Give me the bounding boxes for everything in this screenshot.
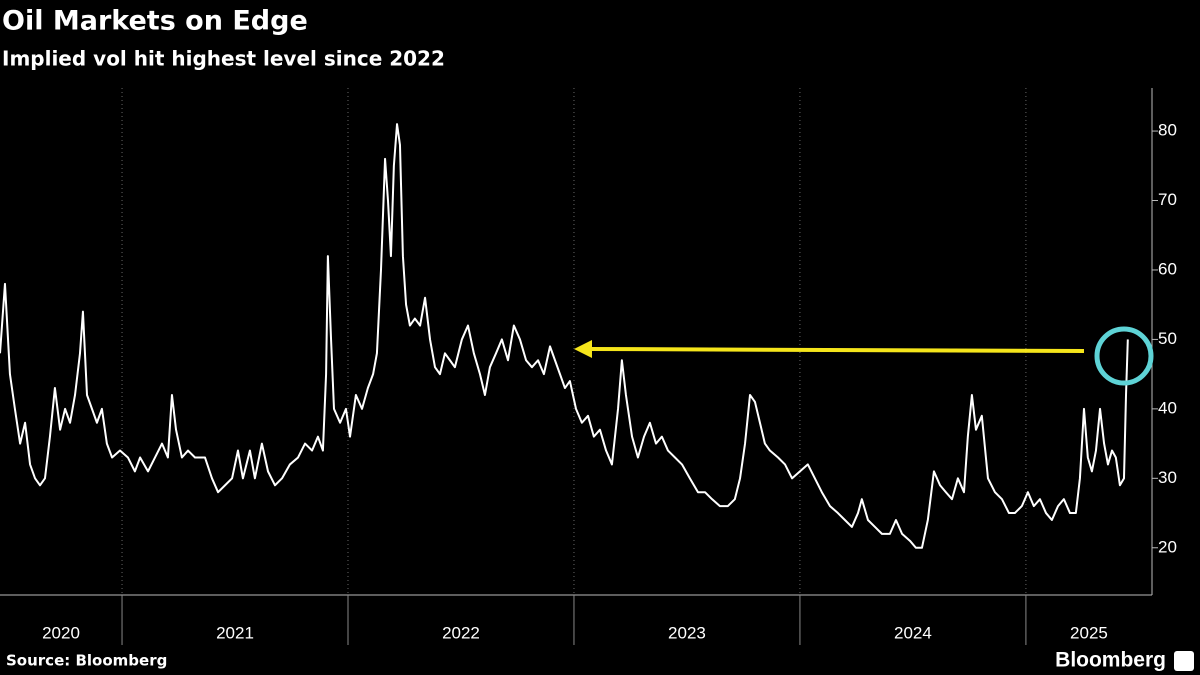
brand: Bloomberg (1055, 649, 1166, 672)
y-tick-label: 60 (1158, 259, 1177, 278)
x-tick-label: 2025 (1070, 623, 1108, 642)
line-series (0, 123, 1129, 549)
plot: 20 30 40 50 60 70 80 2020 2021 2022 2023 2024 2025 (0, 88, 1177, 645)
x-tick-label: 2024 (894, 623, 932, 642)
x-tick-label: 2022 (442, 623, 480, 642)
y-tick-label: 30 (1158, 468, 1177, 487)
y-tick-label: 40 (1158, 398, 1177, 417)
chart-title: Oil Markets on Edge (2, 6, 308, 37)
chart-subtitle: Implied vol hit highest level since 2022 (2, 47, 445, 71)
x-tick-label: 2023 (668, 623, 706, 642)
brand-icon (1174, 651, 1194, 671)
y-tick-label: 70 (1158, 190, 1177, 209)
annotation-arrow (589, 347, 1085, 353)
x-tick-label: 2021 (216, 623, 254, 642)
annotation-arrowhead (574, 340, 592, 358)
source: Source: Bloomberg (6, 652, 167, 670)
annotation-circle (1094, 326, 1154, 386)
y-tick-label: 50 (1158, 329, 1177, 348)
y-tick-label: 80 (1158, 121, 1177, 140)
y-tick-label: 20 (1158, 537, 1177, 556)
x-tick-label: 2020 (42, 623, 80, 642)
